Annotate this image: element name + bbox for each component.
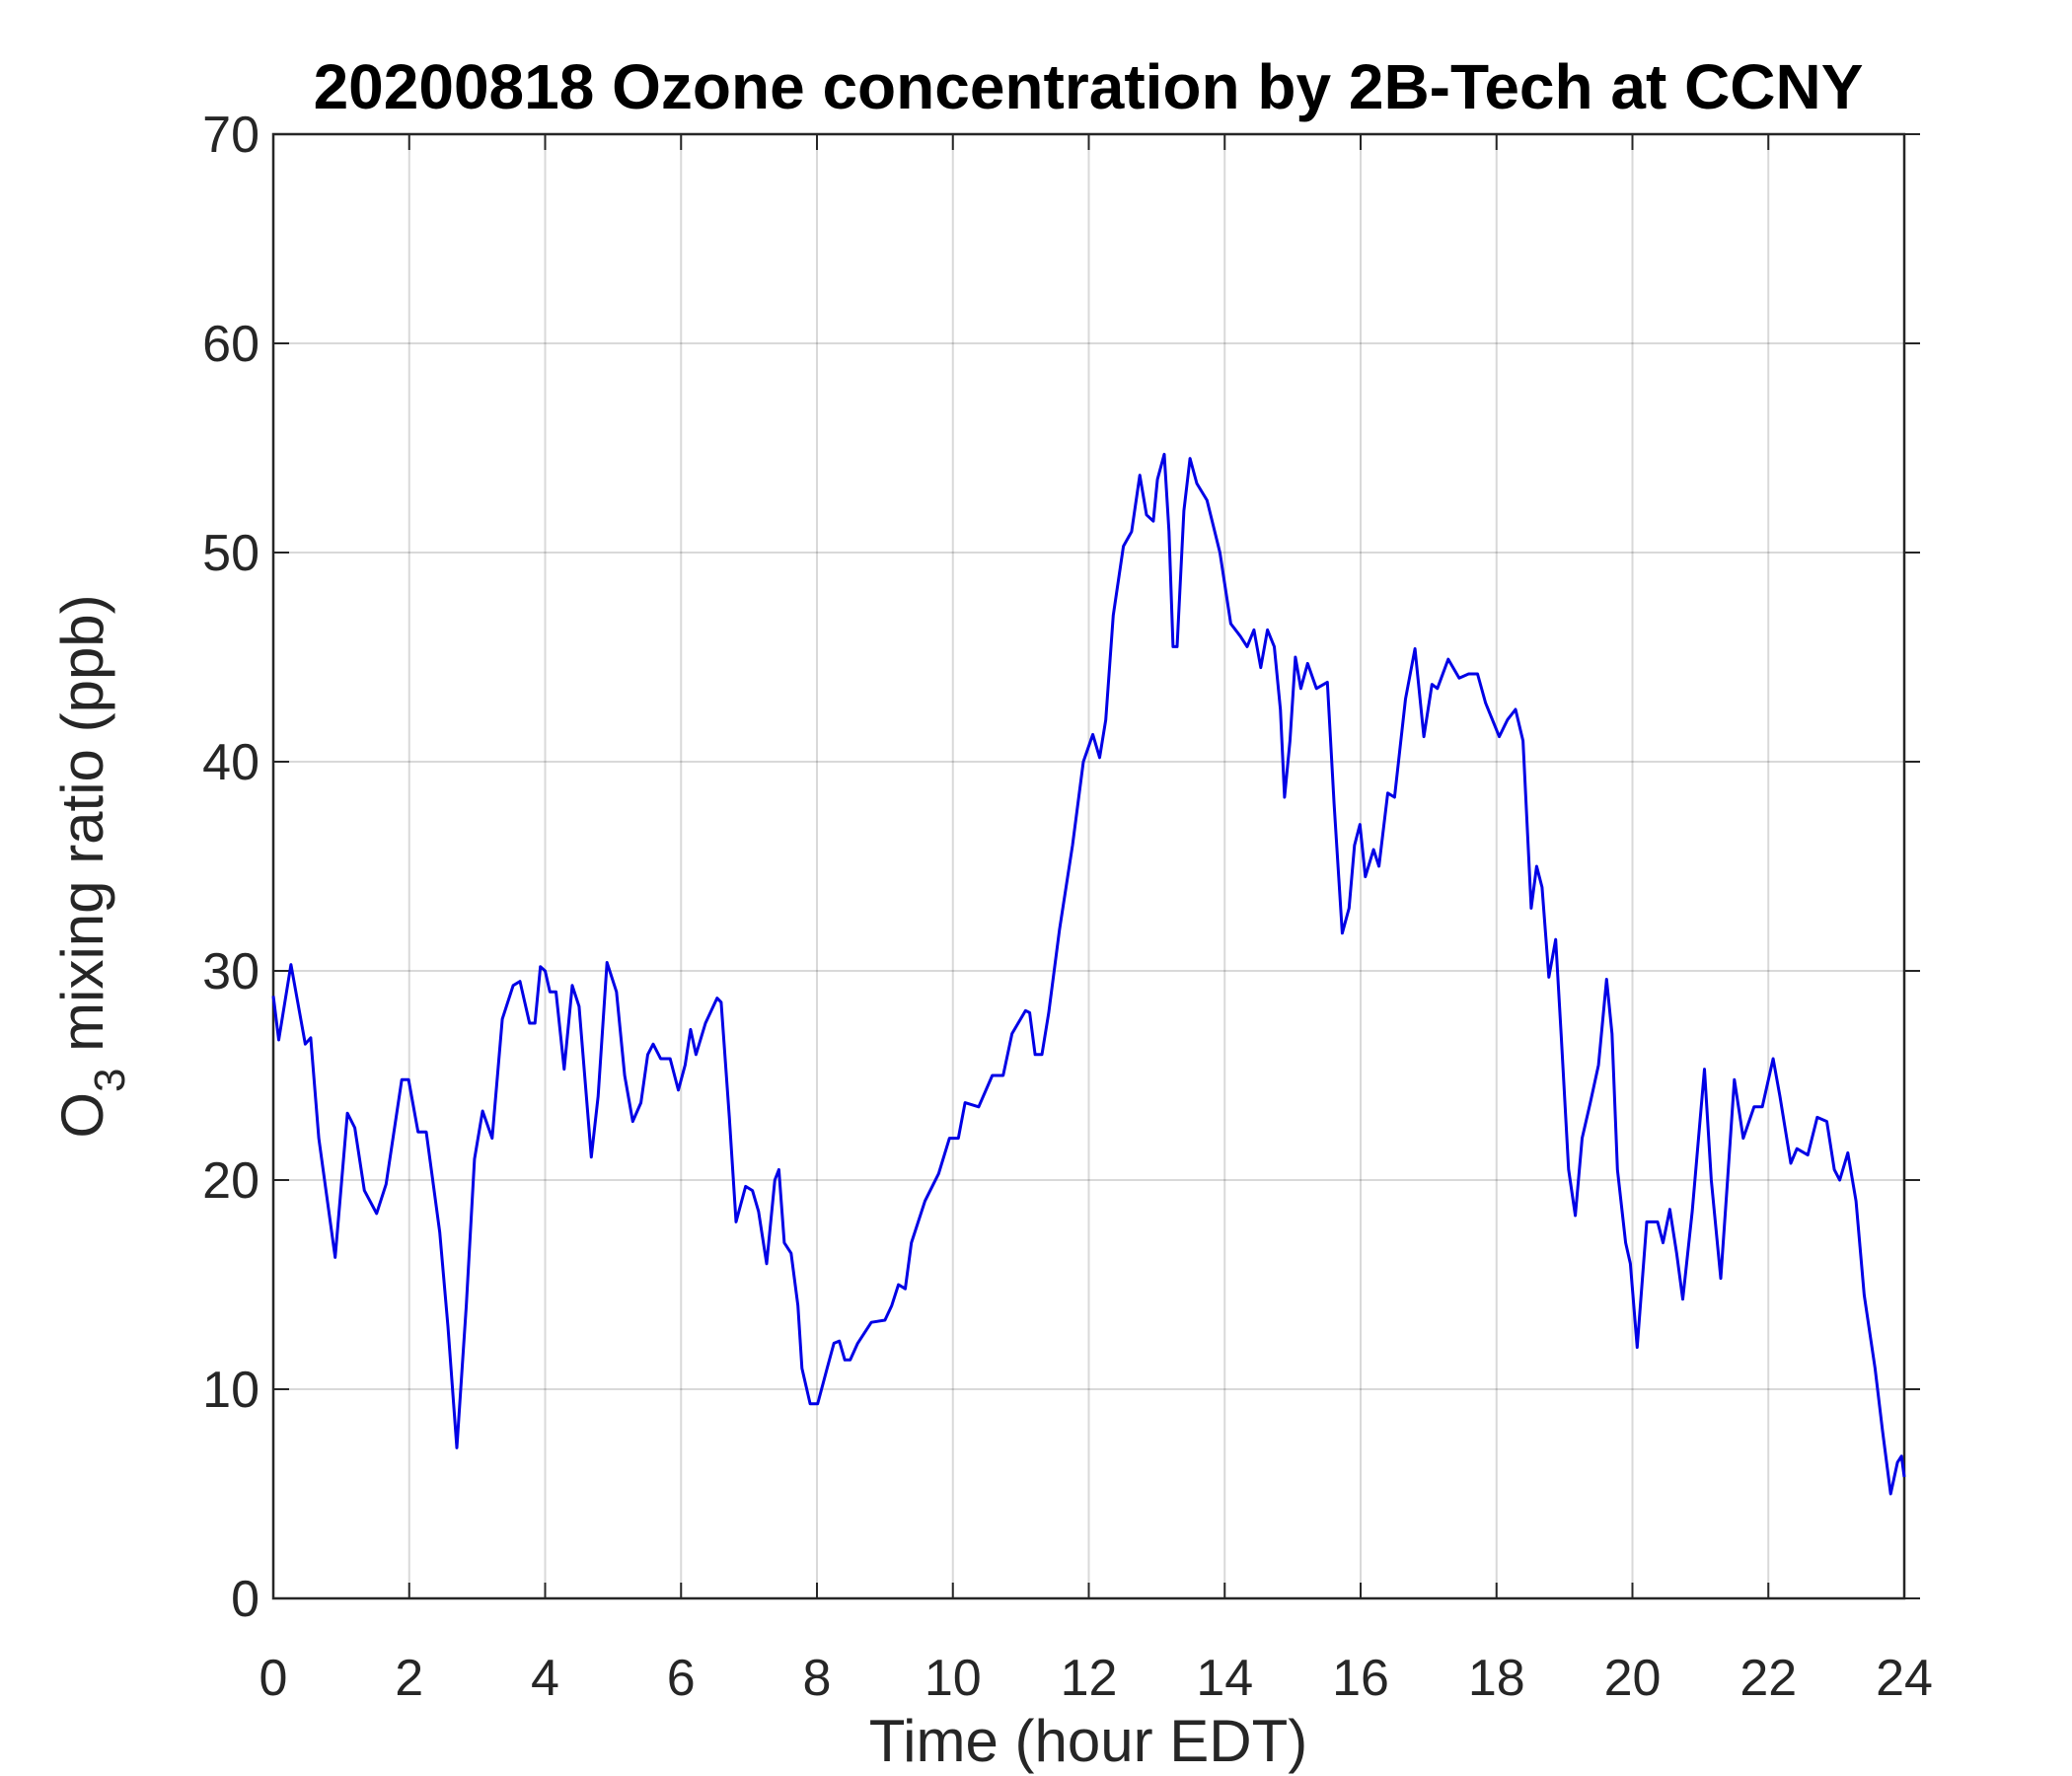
- y-tick-label: 0: [231, 1571, 259, 1628]
- x-tick-label: 14: [1196, 1650, 1253, 1707]
- x-tick-label: 10: [925, 1650, 982, 1707]
- x-tick-label: 6: [667, 1650, 696, 1707]
- y-label-main: O: [49, 1092, 115, 1139]
- y-axis-label: O3 mixing ratio (ppb): [49, 594, 134, 1138]
- x-tick-label: 24: [1876, 1650, 1933, 1707]
- y-tick-label: 30: [202, 943, 259, 1000]
- y-tick-label: 60: [202, 316, 259, 373]
- plot-frame: [271, 132, 1906, 1600]
- x-tick-label: 2: [395, 1650, 423, 1707]
- y-label-sub: 3: [86, 1069, 134, 1092]
- x-tick-label: 18: [1468, 1650, 1525, 1707]
- y-tick-label: 20: [202, 1152, 259, 1210]
- y-tick-label: 40: [202, 734, 259, 791]
- y-tick-label: 50: [202, 525, 259, 582]
- x-tick-label: 8: [803, 1650, 832, 1707]
- x-tick-label: 20: [1604, 1650, 1662, 1707]
- x-axis-label: Time (hour EDT): [869, 1708, 1308, 1774]
- x-tick-label: 4: [531, 1650, 559, 1707]
- y-tick-label: 10: [202, 1362, 259, 1419]
- y-tick-label: 70: [202, 107, 259, 164]
- x-tick-label: 12: [1061, 1650, 1118, 1707]
- x-tick-label: 22: [1739, 1650, 1797, 1707]
- data-line: [271, 452, 1906, 1496]
- chart-title: 20200818 Ozone concentration by 2B-Tech …: [314, 51, 1864, 122]
- x-tick-label: 0: [259, 1650, 288, 1707]
- x-tick-label: 16: [1332, 1650, 1389, 1707]
- y-label-rest: mixing ratio (ppb): [49, 594, 115, 1068]
